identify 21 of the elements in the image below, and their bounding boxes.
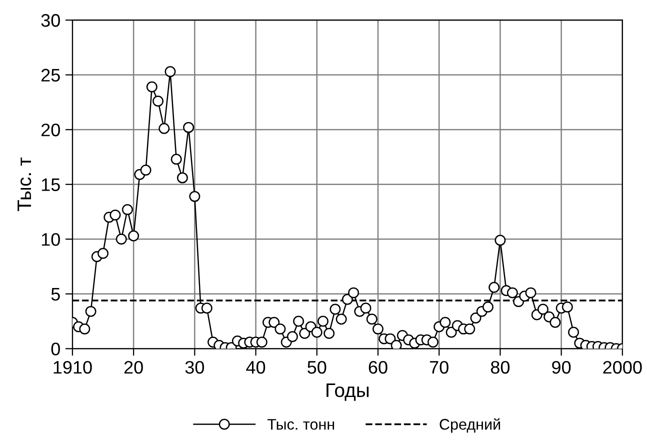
x-tick-label: 1910: [54, 360, 92, 374]
legend-label: Тыс. тонн: [267, 419, 334, 430]
y-tick-label: 5: [51, 288, 60, 301]
x-tick-label: 90: [552, 360, 571, 374]
x-tick-label: 80: [490, 360, 510, 374]
x-tick-label: 30: [185, 360, 204, 374]
x-tick-label: 60: [368, 360, 388, 374]
x-tick-label: 20: [124, 360, 143, 374]
y-tick-label: 15: [42, 178, 60, 192]
y-axis-title: Тыс. т: [18, 158, 32, 212]
x-axis-title: Годы: [326, 384, 369, 401]
y-tick-label: 10: [42, 233, 60, 246]
legend-label: Средний: [440, 418, 500, 433]
x-tick-label: 70: [430, 360, 448, 374]
y-tick-label: 0: [51, 342, 60, 356]
x-tick-label: 40: [246, 360, 266, 374]
y-tick-label: 30: [41, 14, 60, 27]
x-tick-label: 50: [308, 360, 326, 374]
y-tick-label: 25: [41, 68, 60, 82]
x-tick-label: 2000: [603, 360, 642, 374]
y-tick-label: 20: [41, 124, 60, 136]
